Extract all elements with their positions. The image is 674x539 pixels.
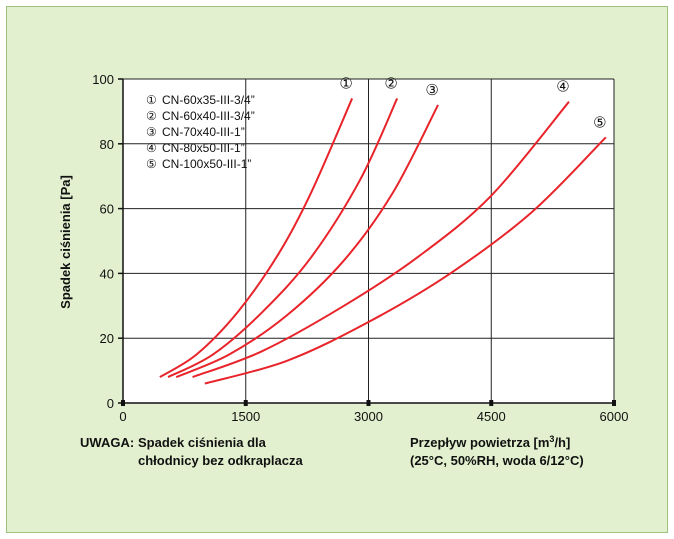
grid	[123, 78, 615, 403]
legend-entry-5: CN-100x50-III-1”	[162, 157, 251, 171]
x-tick-mark-4500	[489, 400, 494, 406]
y-tick-label-60: 60	[100, 202, 114, 217]
legend-marker-2: ②	[146, 109, 157, 123]
y-tick-label-40: 40	[100, 266, 114, 281]
note-line-2: chłodnicy bez odkraplacza	[138, 453, 303, 468]
x-tick-mark-6000	[612, 400, 616, 406]
series-marker-3: ③	[425, 82, 438, 99]
flow-label-sup: 3	[549, 434, 554, 444]
flow-label-prefix: Przepływ powietrza [m	[410, 435, 549, 450]
series-curves	[159, 98, 607, 385]
series-marker-5: ⑤	[593, 114, 606, 131]
y-tick-label-80: 80	[100, 137, 114, 152]
x-tick-label-1500: 1500	[231, 409, 260, 424]
flow-label-suffix: /h]	[554, 435, 570, 450]
legend: ① CN-60x35-III-3/4” ② CN-60x40-III-3/4” ③ CN-…	[146, 93, 255, 171]
series-curve-3	[175, 104, 439, 378]
y-tick-label-100: 100	[92, 72, 114, 87]
legend-entry-2: CN-60x40-III-3/4”	[162, 109, 255, 123]
series-marker-1: ①	[339, 75, 352, 92]
legend-entry-4: CN-80x50-III-1”	[162, 141, 245, 155]
x-tick-label-0: 0	[119, 409, 126, 424]
x-tick-mark-3000	[366, 400, 371, 406]
series-marker-4: ④	[556, 79, 569, 96]
axes	[118, 78, 616, 406]
x-tick-label-4500: 4500	[477, 409, 506, 424]
note-label: UWAGA:	[80, 435, 134, 450]
legend-marker-1: ①	[146, 93, 157, 107]
note-line-1: Spadek ciśnienia dla	[138, 435, 267, 450]
series-curve-5	[204, 136, 607, 385]
legend-marker-5: ⑤	[146, 157, 157, 171]
x-tick-label-3000: 3000	[354, 409, 383, 424]
series-curve-2	[167, 98, 399, 378]
x-tick-mark-1500	[243, 400, 248, 406]
series-curve-4	[192, 101, 570, 379]
series-marker-2: ②	[384, 75, 397, 92]
x-tick-label-6000: 6000	[600, 409, 629, 424]
y-tick-label-20: 20	[100, 331, 114, 346]
tick-labels: 0 1500 3000 4500 6000 0 20 40 60 80 100	[92, 72, 628, 424]
flow-conditions: (25°C, 50%RH, woda 6/12°C)	[410, 453, 584, 468]
flow-label: Przepływ powietrza [m3/h]	[410, 434, 570, 450]
legend-entry-1: CN-60x35-III-3/4”	[162, 93, 255, 107]
legend-marker-3: ③	[146, 125, 157, 139]
legend-entry-3: CN-70x40-III-1”	[162, 125, 245, 139]
series-curve-1	[159, 98, 354, 378]
series-markers: ① ② ③ ④ ⑤	[339, 75, 606, 131]
y-tick-label-0: 0	[107, 396, 114, 411]
y-axis-label: Spadek ciśnienia [Pa]	[58, 175, 73, 309]
legend-marker-4: ④	[146, 141, 157, 155]
